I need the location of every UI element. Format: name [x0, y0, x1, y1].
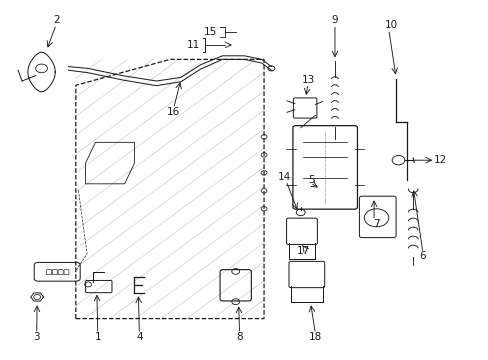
Text: 12: 12 — [432, 155, 446, 165]
Text: 5: 5 — [307, 175, 314, 185]
Text: 14: 14 — [277, 172, 291, 183]
Text: 10: 10 — [384, 20, 397, 30]
Text: 16: 16 — [166, 107, 180, 117]
Text: 8: 8 — [236, 332, 243, 342]
Text: 7: 7 — [372, 219, 379, 229]
Text: 9: 9 — [331, 15, 338, 25]
Text: 11: 11 — [187, 40, 200, 50]
Text: 15: 15 — [203, 27, 217, 37]
Text: 4: 4 — [136, 332, 142, 342]
Text: 17: 17 — [296, 246, 309, 256]
Text: 2: 2 — [53, 15, 60, 25]
Text: 13: 13 — [301, 75, 314, 85]
Text: 18: 18 — [308, 332, 322, 342]
Text: 6: 6 — [419, 251, 426, 261]
Text: 3: 3 — [33, 332, 40, 342]
Text: 1: 1 — [94, 332, 101, 342]
